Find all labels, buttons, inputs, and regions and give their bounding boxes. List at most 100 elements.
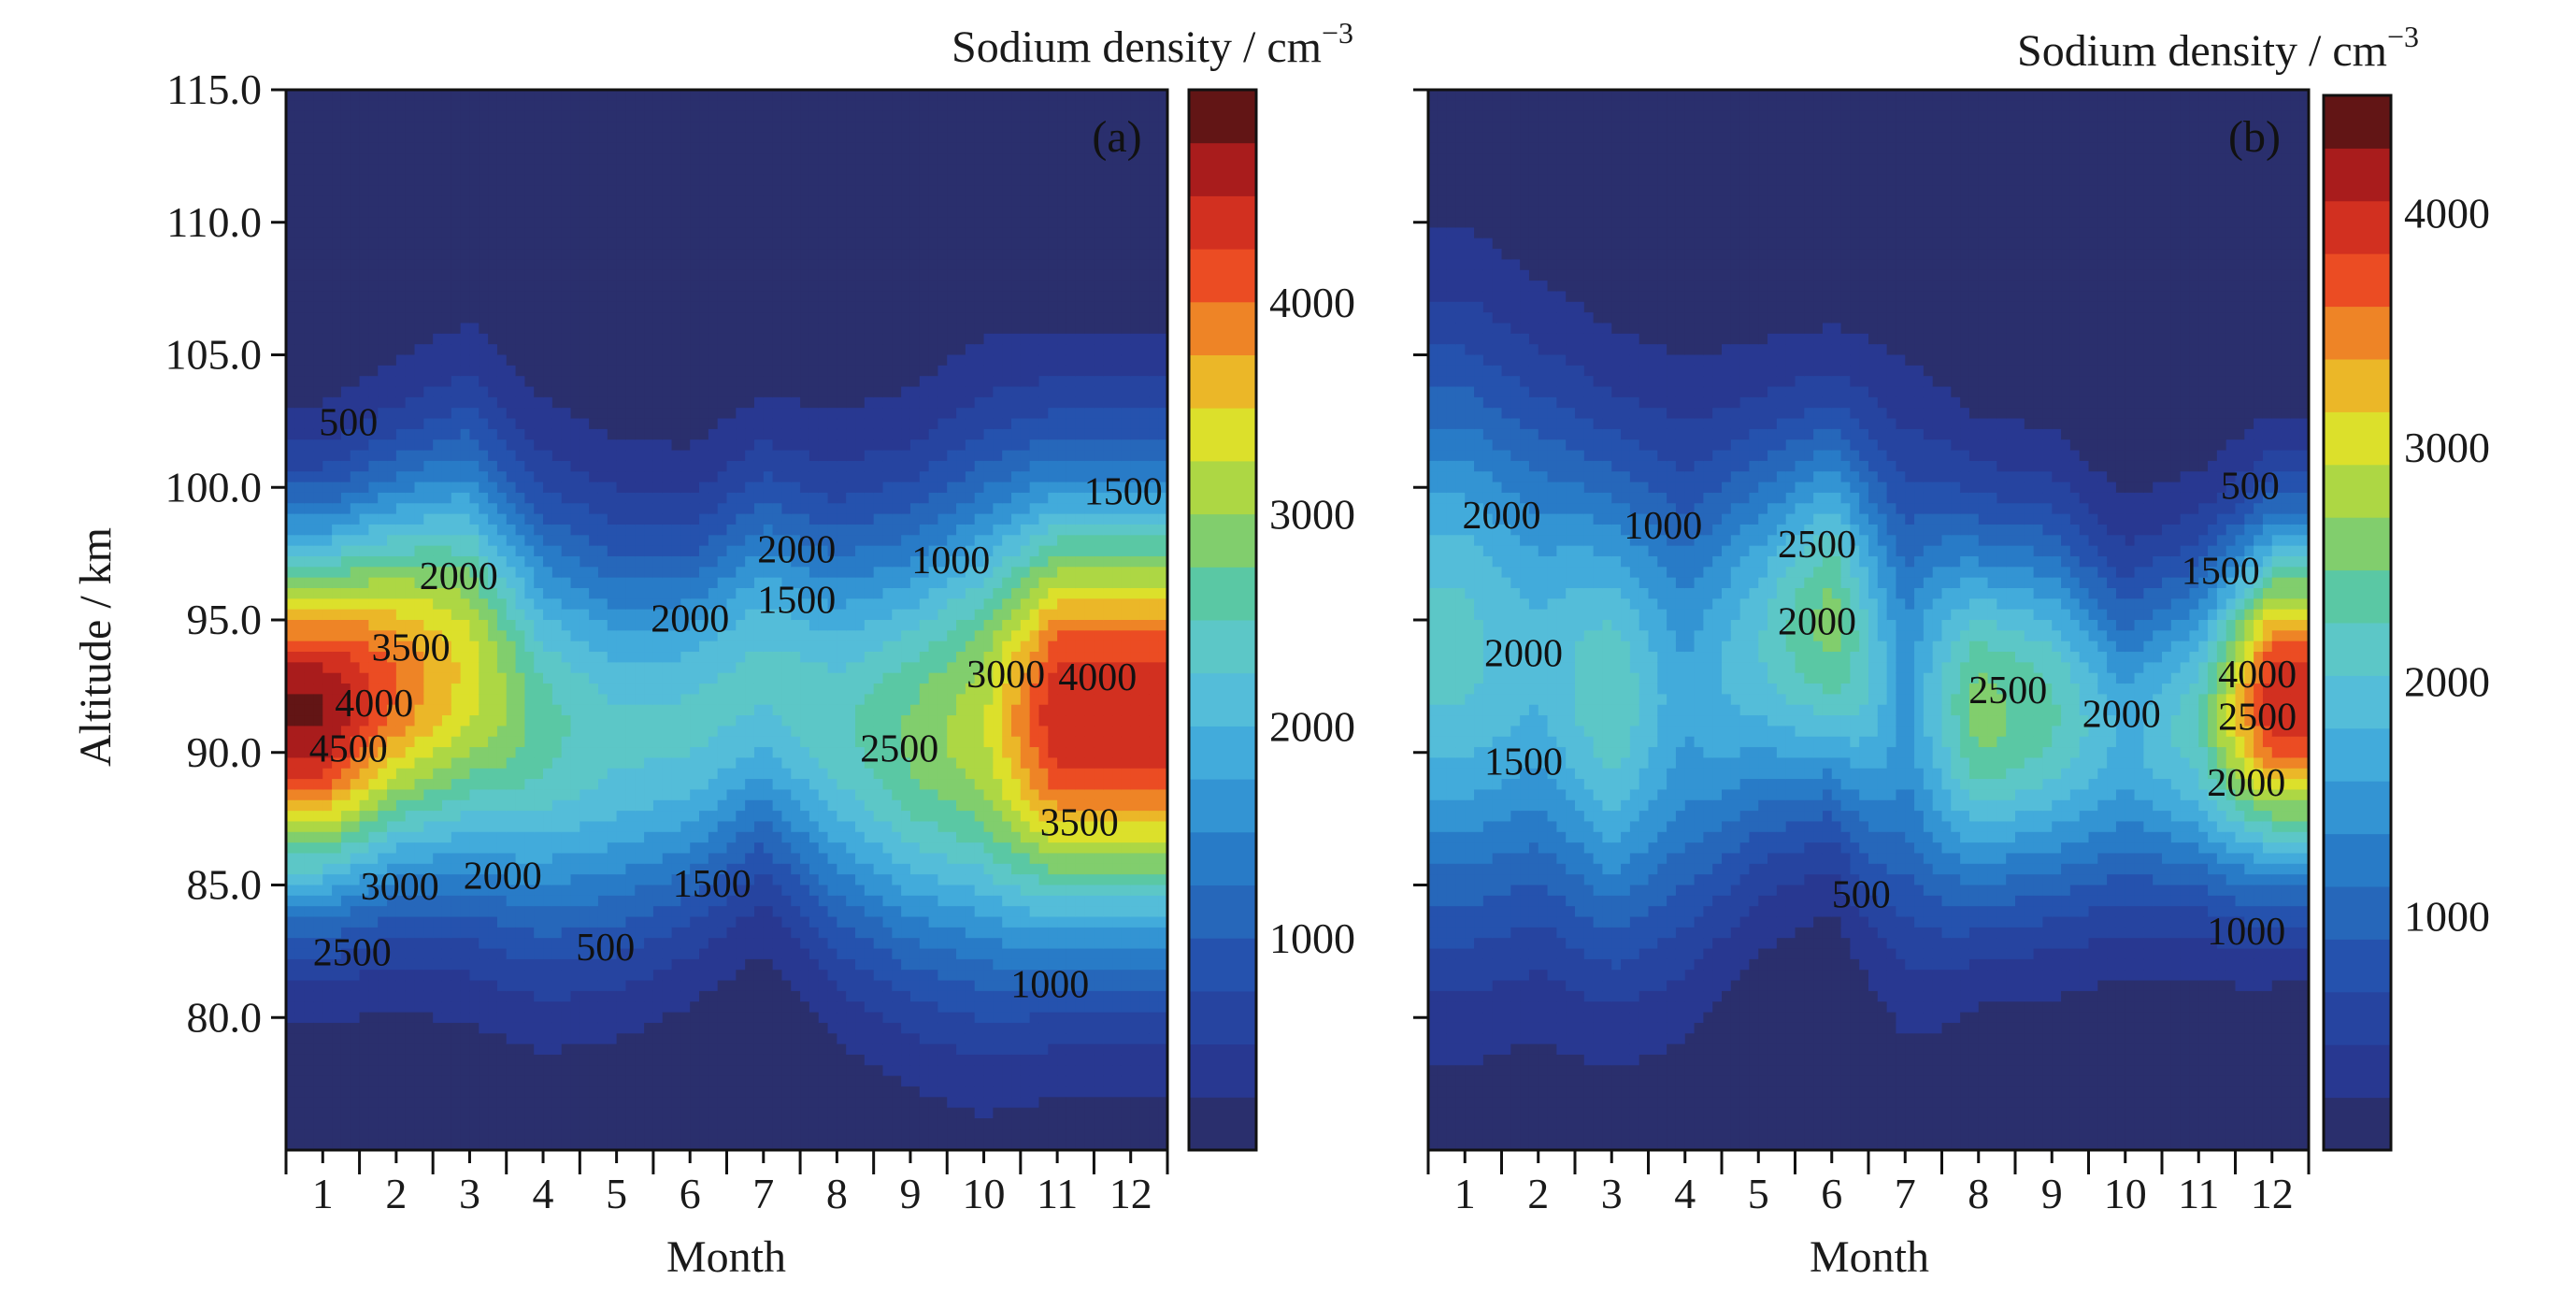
heatmap-cell — [561, 365, 572, 377]
heatmap-cell — [551, 757, 563, 770]
heatmap-cell — [644, 100, 654, 112]
heatmap-cell — [423, 249, 434, 261]
heatmap-cell — [616, 396, 627, 409]
heatmap-cell — [616, 365, 627, 377]
heatmap-cell — [304, 567, 315, 579]
heatmap-cell — [350, 513, 361, 525]
heatmap-cell — [616, 450, 627, 462]
heatmap-cell — [469, 768, 479, 780]
heatmap-cell — [561, 269, 572, 281]
heatmap-cell — [423, 662, 434, 674]
heatmap-cell — [635, 1054, 645, 1066]
heatmap-cell — [561, 874, 572, 886]
heatmap-cell — [378, 694, 388, 706]
heatmap-cell — [534, 312, 544, 324]
heatmap-cell — [332, 524, 342, 536]
heatmap-cell — [488, 863, 498, 875]
heatmap-cell — [708, 132, 719, 144]
heatmap-cell — [313, 110, 323, 122]
heatmap-cell — [332, 122, 342, 133]
heatmap-cell — [726, 577, 737, 589]
heatmap-cell — [671, 885, 681, 897]
heatmap-cell — [635, 259, 645, 271]
heatmap-cell — [534, 249, 544, 261]
heatmap-cell — [304, 281, 315, 293]
heatmap-cell — [671, 227, 681, 239]
heatmap-cell — [433, 396, 443, 409]
heatmap-cell — [534, 821, 544, 833]
heatmap-cell — [350, 503, 361, 515]
heatmap-cell — [570, 609, 580, 621]
heatmap-cell — [414, 492, 424, 504]
heatmap-cell — [708, 1065, 719, 1077]
heatmap-cell — [488, 301, 498, 313]
heatmap-cell — [405, 757, 416, 770]
heatmap-cell — [534, 153, 544, 165]
heatmap-cell — [359, 640, 369, 653]
heatmap-cell — [479, 799, 489, 812]
heatmap-cell — [625, 492, 636, 504]
heatmap-cell — [736, 715, 746, 727]
heatmap-cell — [359, 789, 369, 801]
heatmap-cell — [368, 503, 379, 515]
heatmap-cell — [589, 291, 599, 303]
heatmap-cell — [570, 408, 580, 420]
heatmap-cell — [286, 122, 296, 133]
heatmap-cell — [395, 757, 407, 770]
heatmap-cell — [414, 1139, 424, 1150]
heatmap-cell — [304, 842, 315, 855]
heatmap-cell — [699, 217, 709, 229]
heatmap-cell — [690, 916, 700, 928]
heatmap-cell — [460, 418, 471, 430]
heatmap-cell — [469, 906, 479, 918]
heatmap-cell — [717, 269, 728, 281]
heatmap-cell — [524, 620, 535, 631]
heatmap-cell — [680, 587, 691, 599]
heatmap-cell — [433, 842, 443, 855]
heatmap-cell — [433, 567, 443, 579]
heatmap-cell — [699, 100, 709, 112]
heatmap-cell — [387, 259, 397, 271]
heatmap-cell — [625, 620, 636, 631]
heatmap-cell — [378, 386, 388, 398]
heatmap-cell — [496, 662, 508, 674]
heatmap-cell — [340, 460, 351, 472]
heatmap-cell — [515, 354, 525, 367]
heatmap-cell — [699, 863, 709, 875]
heatmap-cell — [524, 567, 535, 579]
heatmap-cell — [699, 471, 709, 483]
heatmap-cell — [395, 1065, 407, 1077]
heatmap-cell — [515, 132, 525, 144]
heatmap-cell — [736, 545, 746, 557]
heatmap-cell — [423, 418, 434, 430]
heatmap-cell — [717, 789, 728, 801]
heatmap-cell — [644, 418, 654, 430]
heatmap-cell — [690, 938, 700, 950]
heatmap-cell — [378, 683, 388, 695]
heatmap-cell — [340, 503, 351, 515]
heatmap-cell — [690, 715, 700, 727]
heatmap-cell — [644, 269, 654, 281]
heatmap-cell — [736, 1033, 746, 1045]
heatmap-cell — [506, 503, 517, 515]
heatmap-cell — [652, 418, 664, 430]
heatmap-cell — [488, 1022, 498, 1034]
heatmap-cell — [570, 312, 580, 324]
heatmap-cell — [340, 1054, 351, 1066]
heatmap-cell — [460, 312, 471, 324]
heatmap-cell — [469, 281, 479, 293]
heatmap-cell — [662, 354, 673, 367]
heatmap-cell — [524, 237, 535, 250]
heatmap-cell — [405, 450, 416, 462]
heatmap-cell — [322, 1033, 333, 1045]
heatmap-cell — [690, 206, 700, 218]
heatmap-cell — [561, 110, 572, 122]
heatmap-cell — [423, 906, 434, 918]
heatmap-cell — [561, 524, 572, 536]
heatmap-cell — [708, 715, 719, 727]
heatmap-cell — [736, 428, 746, 440]
heatmap-cell — [460, 142, 471, 154]
heatmap-cell — [524, 821, 535, 833]
heatmap-cell — [405, 620, 416, 631]
heatmap-cell — [359, 895, 369, 907]
